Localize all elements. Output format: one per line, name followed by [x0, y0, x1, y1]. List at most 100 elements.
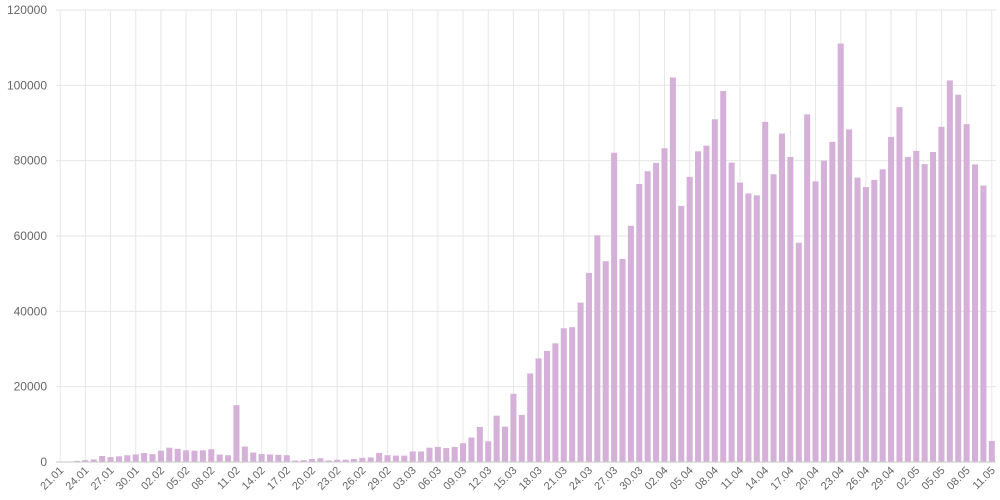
bar: [485, 441, 492, 462]
x-tick-label: 09.03: [441, 465, 469, 493]
x-tick-label: 26.04: [844, 465, 872, 493]
x-tick-label: 11.04: [719, 465, 746, 492]
bar: [208, 449, 215, 462]
bar: [686, 176, 693, 463]
x-tick-label: 20.02: [290, 465, 318, 493]
bar: [342, 459, 349, 462]
bar: [879, 169, 886, 462]
bar: [661, 148, 668, 463]
bar: [350, 458, 357, 462]
y-tick-label: 80000: [14, 154, 48, 168]
bar: [174, 448, 181, 462]
x-tick-label: 18.03: [517, 465, 545, 493]
bar: [862, 187, 869, 462]
bar: [980, 185, 987, 462]
x-tick-label: 17.02: [265, 465, 293, 493]
x-tick-label: 11.02: [215, 465, 242, 492]
y-tick-label: 60000: [14, 229, 48, 243]
bar: [846, 129, 853, 462]
bar: [460, 443, 467, 462]
bar: [972, 164, 979, 462]
bars: [65, 43, 995, 463]
x-tick-label: 26.02: [341, 465, 369, 493]
bar: [913, 150, 920, 462]
x-tick-label: 30.03: [617, 465, 645, 493]
bar: [90, 459, 97, 462]
x-axis-tick-labels: 21.0124.0127.0130.0102.0205.0208.0211.02…: [38, 465, 998, 493]
bar: [896, 107, 903, 463]
y-tick-label: 20000: [14, 380, 48, 394]
bar: [888, 136, 895, 462]
bar: [241, 446, 248, 462]
bar: [787, 156, 794, 462]
bar: [711, 119, 718, 462]
bar: [602, 261, 609, 462]
x-tick-label: 21.03: [542, 465, 570, 493]
bar: [317, 458, 324, 462]
bar: [611, 152, 618, 462]
x-tick-label: 06.03: [416, 465, 444, 493]
x-tick-label: 23.02: [315, 465, 343, 493]
x-tick-label: 11.05: [971, 465, 998, 492]
x-tick-label: 02.04: [643, 465, 671, 493]
bar: [636, 184, 643, 462]
bar: [829, 141, 836, 462]
x-tick-label: 27.03: [592, 465, 620, 493]
bar: [451, 446, 458, 462]
bar: [577, 302, 584, 462]
bar: [510, 393, 517, 462]
bar: [149, 454, 156, 462]
bar: [988, 440, 995, 462]
bar: [325, 460, 332, 462]
x-tick-label: 23.04: [819, 465, 847, 493]
x-tick-label: 02.05: [894, 465, 922, 493]
bar: [644, 171, 651, 462]
bar: [770, 174, 777, 463]
bar: [418, 451, 425, 462]
bar: [308, 458, 315, 462]
bar: [124, 455, 131, 462]
y-tick-label: 120000: [7, 3, 47, 17]
bar: [233, 405, 240, 462]
bar: [820, 160, 827, 463]
x-tick-label: 24.01: [64, 465, 92, 493]
x-tick-label: 08.02: [189, 465, 217, 493]
bar: [468, 437, 475, 462]
x-tick-label: 03.03: [391, 465, 419, 493]
bar: [703, 145, 710, 462]
bar: [837, 43, 844, 463]
bar: [535, 358, 542, 462]
bar: [384, 455, 391, 462]
bar: [401, 455, 408, 462]
bar: [191, 450, 198, 462]
y-tick-label: 40000: [14, 304, 48, 318]
bar: [166, 447, 173, 462]
x-tick-label: 15.03: [492, 465, 520, 493]
bar: [392, 455, 399, 462]
bar: [938, 126, 945, 463]
y-gridlines: [56, 9, 996, 463]
x-tick-label: 05.04: [668, 465, 696, 493]
bar: [409, 451, 416, 462]
bar: [359, 457, 366, 462]
bar: [737, 182, 744, 462]
bar: [250, 452, 257, 462]
bar: [904, 156, 911, 462]
x-tick-label: 12.03: [466, 465, 494, 493]
bar: [594, 235, 601, 462]
bar: [476, 426, 483, 462]
bar: [812, 181, 819, 462]
bar: [560, 328, 567, 462]
bar: [804, 114, 811, 462]
bar: [426, 447, 433, 462]
bar: [73, 460, 80, 462]
bar: [543, 350, 550, 462]
bar: [720, 90, 727, 462]
bar: [728, 162, 735, 463]
x-tick-label: 05.02: [164, 465, 192, 493]
bar: [434, 446, 441, 462]
bar: [376, 452, 383, 462]
x-tick-label: 02.02: [139, 465, 167, 493]
x-tick-label: 20.04: [794, 465, 822, 493]
